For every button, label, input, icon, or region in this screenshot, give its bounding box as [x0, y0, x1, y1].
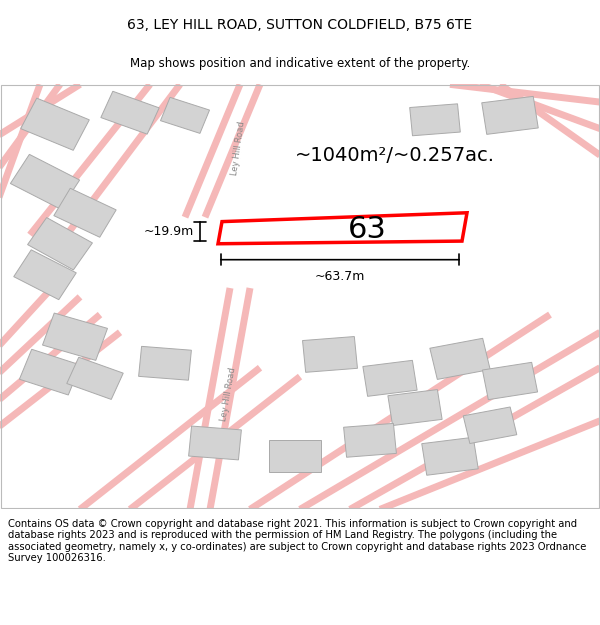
Polygon shape: [67, 357, 123, 399]
Polygon shape: [10, 154, 80, 209]
Polygon shape: [363, 361, 417, 396]
Text: 63, LEY HILL ROAD, SUTTON COLDFIELD, B75 6TE: 63, LEY HILL ROAD, SUTTON COLDFIELD, B75…: [127, 18, 473, 32]
Polygon shape: [14, 250, 76, 299]
Polygon shape: [482, 96, 538, 134]
Text: Map shows position and indicative extent of the property.: Map shows position and indicative extent…: [130, 57, 470, 70]
Polygon shape: [430, 338, 490, 379]
Polygon shape: [302, 336, 358, 372]
Text: Contains OS data © Crown copyright and database right 2021. This information is : Contains OS data © Crown copyright and d…: [8, 519, 586, 563]
Polygon shape: [482, 362, 538, 399]
Polygon shape: [388, 389, 442, 426]
Polygon shape: [54, 188, 116, 238]
Polygon shape: [410, 104, 460, 136]
Polygon shape: [28, 217, 92, 270]
Polygon shape: [269, 440, 321, 472]
Text: Ley Hill Road: Ley Hill Road: [219, 367, 237, 422]
Polygon shape: [43, 313, 107, 361]
Polygon shape: [422, 438, 478, 475]
Polygon shape: [344, 423, 397, 458]
Polygon shape: [218, 213, 467, 244]
Polygon shape: [139, 346, 191, 380]
Polygon shape: [101, 91, 159, 134]
Text: ~1040m²/~0.257ac.: ~1040m²/~0.257ac.: [295, 146, 495, 165]
Polygon shape: [463, 407, 517, 444]
Polygon shape: [20, 98, 89, 151]
Polygon shape: [160, 98, 209, 133]
Text: Ley Hill Road: Ley Hill Road: [230, 121, 246, 176]
Text: ~19.9m: ~19.9m: [144, 225, 194, 238]
Text: 63: 63: [348, 215, 386, 244]
Polygon shape: [19, 349, 80, 395]
Text: ~63.7m: ~63.7m: [315, 270, 365, 283]
Polygon shape: [188, 426, 241, 460]
